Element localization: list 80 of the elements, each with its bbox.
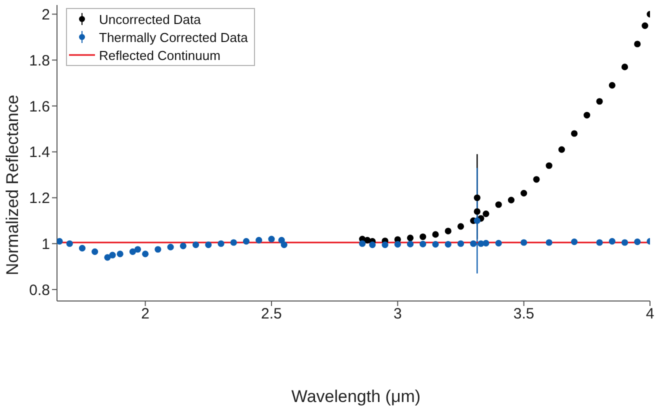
x-tick-label: 3 (393, 306, 402, 323)
point (634, 40, 641, 48)
point (470, 240, 477, 247)
point (242, 238, 250, 245)
point (444, 241, 452, 248)
point (520, 239, 528, 246)
point (474, 217, 480, 224)
x-tick-label: 2.5 (261, 306, 282, 323)
point (546, 162, 552, 169)
point (432, 241, 439, 248)
point (444, 228, 452, 234)
point (546, 239, 552, 246)
point (57, 238, 63, 245)
y-tick-label: 0.8 (29, 282, 50, 299)
point (495, 240, 502, 246)
point (457, 240, 464, 247)
point (457, 223, 464, 230)
legend-label: Uncorrected Data (99, 10, 201, 28)
point (420, 240, 426, 248)
point (205, 241, 212, 248)
point (533, 176, 540, 183)
point (104, 254, 111, 261)
legend-label: Reflected Continuum (99, 46, 220, 64)
point (218, 240, 224, 247)
point (571, 130, 578, 137)
point (642, 22, 648, 29)
point (495, 201, 502, 208)
x-axis-title: Wavelength (μm) (291, 387, 421, 406)
y-tick-label: 1.6 (29, 98, 50, 116)
point (92, 248, 98, 255)
point (520, 190, 528, 196)
point (154, 246, 162, 253)
point (432, 231, 439, 238)
point (109, 252, 116, 258)
point (382, 241, 388, 248)
point (192, 241, 200, 248)
point (116, 250, 124, 258)
point (167, 244, 174, 250)
y-tick-label: 1.4 (29, 144, 50, 162)
point (621, 239, 628, 246)
legend-label: Thermally Corrected Data (99, 28, 248, 46)
point (608, 238, 616, 245)
point (584, 112, 590, 118)
x-tick-label: 3.5 (513, 306, 534, 323)
y-tick-label: 1 (42, 236, 50, 253)
point (608, 82, 616, 89)
point (394, 241, 401, 248)
point (359, 240, 366, 247)
y-tick-label: 1.8 (29, 52, 50, 70)
point (406, 234, 414, 242)
point (369, 241, 376, 248)
point (66, 240, 73, 247)
point (474, 194, 480, 202)
point (482, 210, 490, 218)
point (230, 239, 237, 246)
x-tick-label: 4 (646, 306, 654, 323)
point (134, 246, 142, 253)
point (474, 208, 480, 215)
point (634, 238, 641, 246)
point (482, 240, 490, 246)
point (280, 241, 288, 248)
point (420, 233, 426, 240)
y-tick-label: 2 (42, 6, 50, 24)
point (256, 236, 262, 244)
point (180, 242, 186, 250)
point (406, 240, 414, 248)
point (558, 146, 565, 153)
x-tick-label: 2 (141, 306, 150, 323)
point (508, 196, 515, 204)
point (571, 238, 578, 246)
y-tick-label: 1.2 (29, 190, 50, 208)
point (78, 244, 86, 252)
point (129, 248, 136, 255)
point (596, 239, 603, 246)
point (621, 64, 628, 70)
point (268, 236, 275, 242)
point (278, 236, 285, 244)
y-axis-title: Normalized Reflectance (3, 94, 22, 276)
point (596, 98, 603, 105)
point (142, 250, 149, 258)
